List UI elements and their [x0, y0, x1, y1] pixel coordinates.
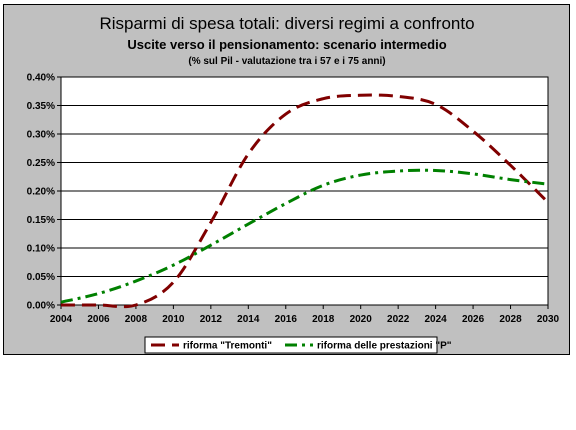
series-layer	[60, 93, 550, 309]
chart-area: Risparmi di spesa totali: diversi regimi…	[3, 4, 570, 355]
y-tick-label: 0.00%	[27, 301, 55, 312]
y-tick-label: 0.40%	[27, 73, 55, 84]
x-tick-label: 2020	[350, 314, 373, 325]
grid-layer	[61, 105, 548, 277]
legend-label-2: riforma delle prestazioni "P"	[317, 341, 452, 352]
x-tick-label: 2018	[312, 314, 335, 325]
series-line-2	[60, 168, 549, 304]
x-tick-label: 2006	[87, 314, 110, 325]
x-tick-label: 2008	[125, 314, 148, 325]
x-tick-label: 2016	[275, 314, 298, 325]
y-tick-label: 0.20%	[27, 187, 55, 198]
x-tick-label: 2014	[237, 314, 260, 325]
x-tick-label: 2026	[462, 314, 485, 325]
y-tick-label: 0.35%	[27, 101, 55, 112]
y-tick-label: 0.25%	[27, 158, 55, 169]
x-tick-label: 2024	[424, 314, 447, 325]
y-axis-ticks: 0.00% 0.05% 0.10% 0.15% 0.20% 0.25% 0.30% 0.35%…	[27, 73, 61, 312]
y-tick-label: 0.05%	[27, 272, 55, 283]
y-tick-label: 0.30%	[27, 130, 55, 141]
x-tick-label: 2012	[200, 314, 223, 325]
chart-title: Risparmi di spesa totali: diversi regimi…	[99, 14, 474, 33]
chart-subtitle: Uscite verso il pensionamento: scenario …	[127, 37, 446, 52]
series-line-1	[60, 93, 550, 309]
legend: riforma "Tremonti" riforma delle prestazi…	[144, 336, 452, 354]
x-axis-ticks: 2004 2006 2008 2010 2012 2014 2016 2018 2020 2022…	[50, 305, 560, 325]
chart-svg: Risparmi di spesa totali: diversi regimi…	[27, 14, 560, 354]
x-tick-label: 2030	[537, 314, 560, 325]
y-tick-label: 0.15%	[27, 215, 55, 226]
x-tick-label: 2004	[50, 314, 73, 325]
legend-label-1: riforma "Tremonti"	[183, 341, 272, 352]
y-tick-label: 0.10%	[27, 244, 55, 255]
chart-note: (% sul Pil - valutazione tra i 57 e i 75…	[188, 56, 385, 67]
x-tick-label: 2028	[499, 314, 522, 325]
x-tick-label: 2010	[162, 314, 185, 325]
x-tick-label: 2022	[387, 314, 410, 325]
